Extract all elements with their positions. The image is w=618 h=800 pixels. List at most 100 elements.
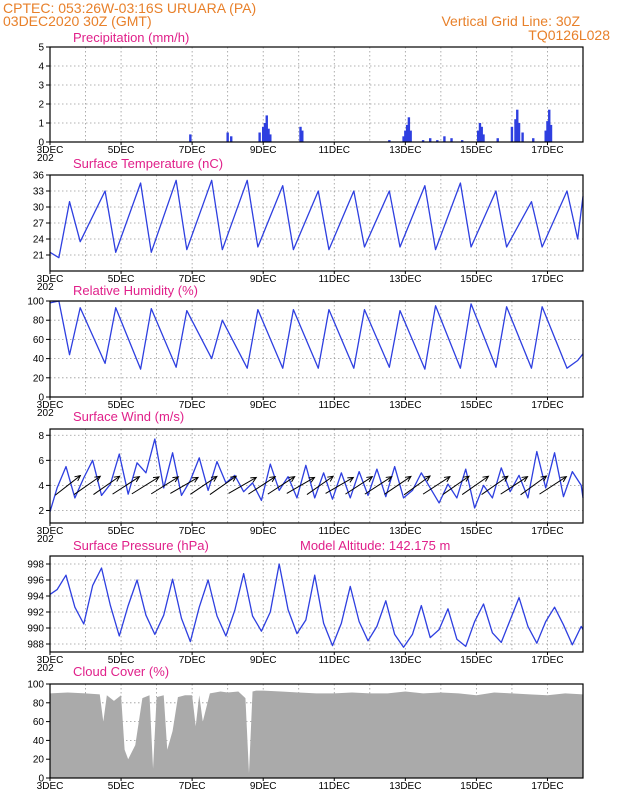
x-tick-label: 9DEC xyxy=(250,655,277,666)
x-tick-label: 7DEC xyxy=(179,145,206,156)
y-tick-label: 30 xyxy=(33,203,45,214)
x-tick-label: 17DEC xyxy=(531,526,563,537)
wind-vector xyxy=(93,475,120,495)
x-tick-label: 3DEC xyxy=(37,781,64,792)
y-tick-label: 4 xyxy=(38,62,44,73)
y-tick-label: 100 xyxy=(27,680,44,691)
precip-bar xyxy=(409,130,412,142)
wind-vector xyxy=(364,476,392,495)
precip-bar xyxy=(476,130,480,142)
panel-frame xyxy=(49,174,584,272)
y-tick-label: 0 xyxy=(38,393,44,404)
y-tick-label: 994 xyxy=(27,592,44,603)
y-tick-label: 3 xyxy=(38,81,44,92)
precip-bar xyxy=(548,109,551,142)
series-line xyxy=(49,563,584,648)
x-tick-label: 15DEC xyxy=(460,274,492,285)
x-tick-label: 5DEC xyxy=(108,400,135,411)
panel-6: Cloud Cover (%) 0 20 40 60 80 100 3DEC 5DEC 7DEC 9… xyxy=(27,664,584,792)
panel-frame xyxy=(49,300,584,398)
x-tick-label: 5DEC xyxy=(108,655,135,666)
x-tick-label: 5DEC xyxy=(108,781,135,792)
wind-vector-head xyxy=(366,476,374,483)
precip-bar xyxy=(405,124,409,142)
precip-bar xyxy=(546,121,549,142)
year-stub: 202 xyxy=(37,153,54,164)
x-tick-label: 7DEC xyxy=(179,655,206,666)
wind-vector xyxy=(190,476,218,495)
precip-bar xyxy=(230,136,233,142)
wind-vector-head xyxy=(308,476,316,483)
wind-vector-head xyxy=(250,476,258,483)
wind-vector-head xyxy=(210,475,218,482)
x-tick-label: 17DEC xyxy=(531,400,563,411)
y-tick-label: 992 xyxy=(27,608,44,619)
panel-frame xyxy=(49,555,584,653)
panel-3: Relative Humidity (%) 0 20 40 60 80 100 3DEC 5DE… xyxy=(27,283,584,419)
x-tick-label: 17DEC xyxy=(531,274,563,285)
precip-bar xyxy=(549,124,553,142)
panel-1: Precipitation (mm/h) 0 1 2 3 4 5 3DEC 5DEC 7DEC 9D… xyxy=(37,30,584,164)
panel-title: Surface Wind (m/s) xyxy=(73,409,184,424)
year-stub: 202 xyxy=(37,534,54,545)
wind-vector-head xyxy=(463,475,470,482)
x-tick-label: 7DEC xyxy=(179,274,206,285)
wind-vector xyxy=(481,475,509,495)
x-tick-label: 13DEC xyxy=(389,526,421,537)
wind-vector xyxy=(500,476,528,495)
precip-bar xyxy=(299,126,302,142)
precip-bar xyxy=(514,119,517,142)
panel-annotation: Model Altitude: 142.175 m xyxy=(300,538,450,553)
x-tick-label: 3DEC xyxy=(37,655,64,666)
precip-bar xyxy=(478,123,482,142)
wind-vector-head xyxy=(74,474,82,482)
wind-vector xyxy=(403,475,431,496)
header-model-code: TQ0126L028 xyxy=(528,27,610,43)
year-stub: 202 xyxy=(37,282,54,293)
wind-vector xyxy=(112,476,140,495)
precip-bar xyxy=(429,138,432,142)
x-tick-label: 11DEC xyxy=(319,655,351,666)
x-tick-label: 9DEC xyxy=(250,400,277,411)
wind-vector-head xyxy=(133,476,141,483)
y-tick-label: 4 xyxy=(38,481,44,492)
wind-vector-head xyxy=(482,475,490,482)
y-tick-label: 80 xyxy=(33,316,45,327)
precip-bar xyxy=(226,132,229,142)
series-line xyxy=(49,300,584,370)
wind-vector-head xyxy=(404,475,412,482)
precip-bar xyxy=(544,130,547,142)
wind-vector xyxy=(228,476,257,494)
x-tick-label: 13DEC xyxy=(389,145,421,156)
y-tick-label: 20 xyxy=(33,373,45,384)
y-tick-label: 2 xyxy=(38,506,44,517)
wind-vector xyxy=(520,475,547,496)
wind-vector-head xyxy=(560,476,568,483)
x-tick-label: 11DEC xyxy=(319,400,351,411)
wind-vector xyxy=(442,475,470,495)
precip-bar xyxy=(516,109,519,142)
x-tick-label: 17DEC xyxy=(531,655,563,666)
precip-bar xyxy=(402,136,405,142)
wind-vector xyxy=(306,475,334,495)
wind-vector xyxy=(170,476,199,494)
precip-bar xyxy=(301,130,304,142)
y-tick-label: 21 xyxy=(33,251,45,262)
x-tick-label: 3DEC xyxy=(37,145,64,156)
x-tick-label: 11DEC xyxy=(319,274,351,285)
y-tick-label: 6 xyxy=(38,456,44,467)
precip-bar xyxy=(189,134,192,142)
y-tick-label: 60 xyxy=(33,717,45,728)
wind-vector xyxy=(422,476,451,495)
panel-frame xyxy=(49,683,584,779)
panel-title: Precipitation (mm/h) xyxy=(73,30,189,45)
year-stub: 202 xyxy=(37,408,54,419)
precip-bar xyxy=(480,126,483,142)
wind-vector-head xyxy=(327,475,335,482)
wind-vector xyxy=(54,475,81,496)
wind-vector-head xyxy=(521,476,529,483)
x-tick-label: 7DEC xyxy=(179,400,206,411)
x-tick-label: 17DEC xyxy=(531,781,563,792)
x-tick-label: 17DEC xyxy=(531,145,563,156)
precip-bar xyxy=(388,140,391,142)
